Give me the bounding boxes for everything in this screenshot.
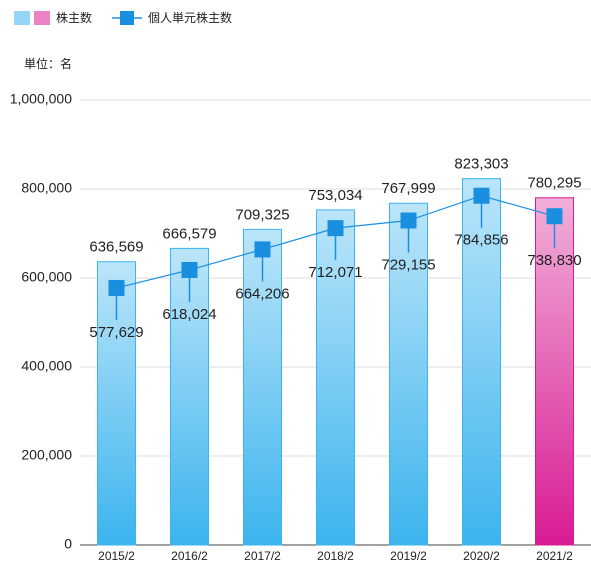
x-tick-label: 2020/2 [463, 549, 500, 563]
unit-label: 単位：名 [24, 56, 72, 71]
bar [462, 178, 501, 546]
y-tick-label: 1,000,000 [10, 91, 72, 107]
line-marker [108, 279, 125, 296]
bar-value-label: 709,325 [235, 206, 289, 223]
line-value-label: 729,155 [381, 256, 435, 273]
line-marker [254, 241, 271, 258]
line-marker [473, 187, 490, 204]
line-value-label: 784,856 [454, 232, 508, 249]
x-tick-label: 2021/2 [536, 549, 573, 563]
x-tick-label: 2017/2 [244, 549, 281, 563]
x-tick-label: 2016/2 [171, 549, 208, 563]
x-tick-label: 2018/2 [317, 549, 354, 563]
y-tick-label: 0 [64, 536, 72, 552]
x-tick-label: 2019/2 [390, 549, 427, 563]
y-tick-label: 600,000 [21, 269, 72, 285]
bar-value-label: 823,303 [454, 156, 508, 173]
line-value-label: 664,206 [235, 285, 289, 302]
line-value-label: 618,024 [162, 306, 216, 323]
legend-swatch [14, 11, 30, 25]
x-tick-label: 2015/2 [98, 549, 135, 563]
line-marker [327, 220, 344, 237]
bar-value-label: 753,034 [308, 187, 362, 204]
line-value-label: 577,629 [89, 324, 143, 341]
bar-value-label: 767,999 [381, 180, 435, 197]
line-marker [400, 212, 417, 229]
bar [243, 228, 282, 546]
bar [316, 209, 355, 546]
legend-label: 個人単元株主数 [148, 10, 232, 25]
legend-marker [120, 11, 134, 25]
line-marker [181, 261, 198, 278]
bar-value-label: 666,579 [162, 225, 216, 242]
legend-swatch [34, 11, 50, 25]
line-marker [546, 208, 563, 225]
bar-value-label: 780,295 [527, 175, 581, 192]
y-tick-label: 200,000 [21, 447, 72, 463]
y-tick-label: 800,000 [21, 180, 72, 196]
bar [389, 202, 428, 546]
bar-value-label: 636,569 [89, 239, 143, 256]
y-tick-label: 400,000 [21, 358, 72, 374]
legend-label: 株主数 [56, 10, 92, 25]
line-value-label: 712,071 [308, 264, 362, 281]
bar [535, 197, 574, 546]
line-value-label: 738,830 [527, 252, 581, 269]
